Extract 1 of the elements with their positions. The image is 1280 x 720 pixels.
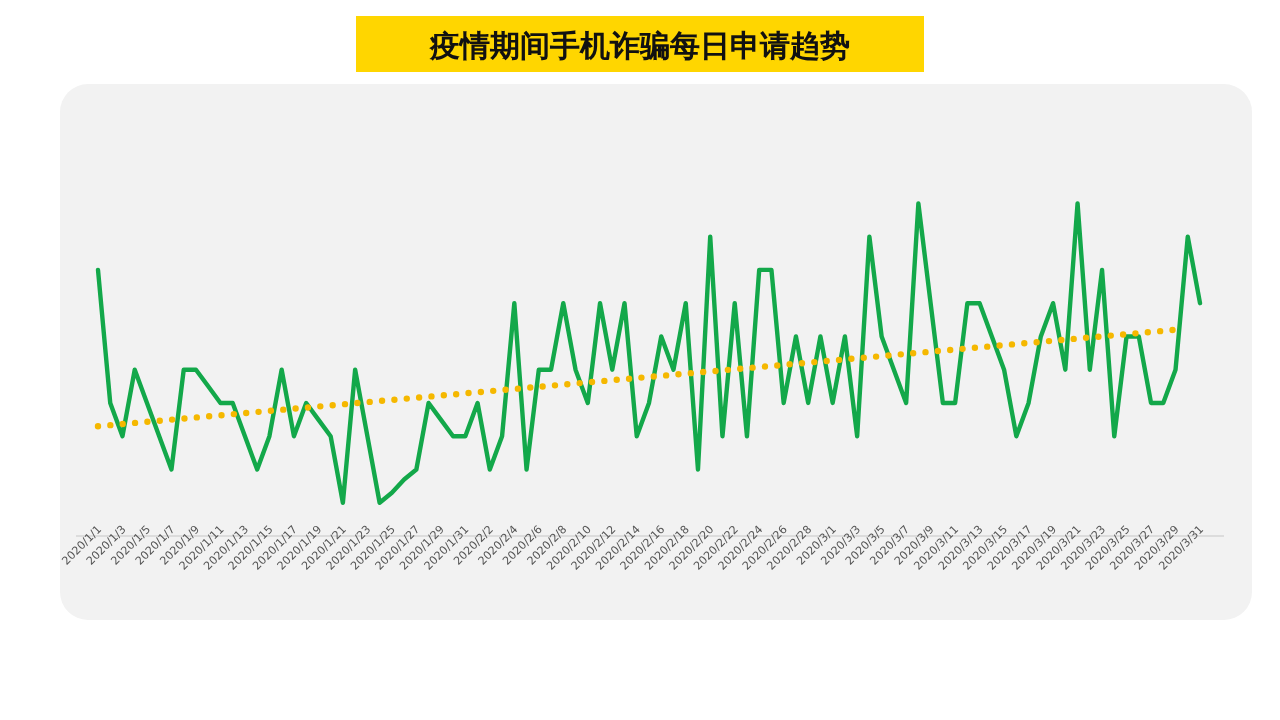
chart-title: 疫情期间手机诈骗每日申请趋势 [428,28,850,64]
